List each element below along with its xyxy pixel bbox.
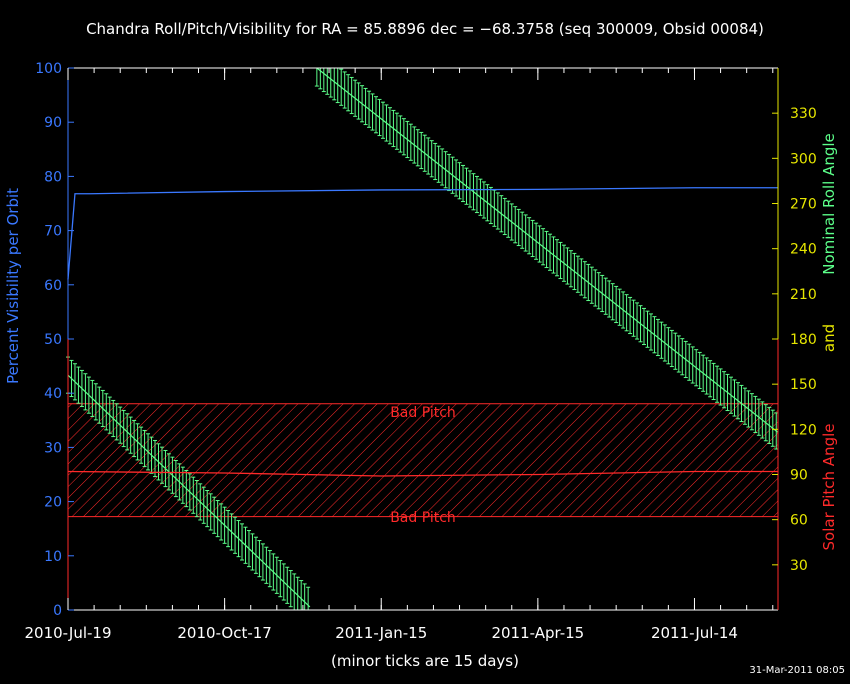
right-tick-label: 60 [790, 513, 808, 529]
series-lines [67, 187, 778, 477]
right-axis-label-and: and [820, 324, 838, 352]
left-tick-label: 100 [35, 61, 62, 77]
right-tick-label: 90 [790, 468, 808, 484]
bad-pitch-label-top: Bad Pitch [390, 405, 456, 421]
right-tick-label: 30 [790, 558, 808, 574]
right-tick-label: 150 [790, 377, 817, 393]
left-tick-label: 30 [44, 440, 62, 456]
x-tick-label: 2010-Jul-19 [24, 624, 111, 642]
timestamp: 31-Mar-2011 08:05 [749, 665, 845, 676]
left-tick-label: 40 [44, 386, 62, 402]
minor-ticks-note: (minor ticks are 15 days) [331, 652, 519, 670]
bad-pitch-label-bottom: Bad Pitch [390, 510, 456, 526]
right-tick-label: 240 [790, 242, 817, 258]
left-tick-label: 90 [44, 115, 62, 131]
right-tick-label: 300 [790, 151, 817, 167]
visibility-line [67, 187, 778, 280]
right-tick-label: 330 [790, 106, 817, 122]
right-tick-label: 210 [790, 287, 817, 303]
left-tick-label: 80 [44, 169, 62, 185]
roll-series [66, 67, 779, 611]
left-tick-label: 10 [44, 549, 62, 565]
left-tick-label: 20 [44, 495, 62, 511]
x-tick-label: 2011-Apr-15 [491, 624, 584, 642]
right-tick-label: 180 [790, 332, 817, 348]
ticks: 0 10 20 30 40 50 60 70 80 90 100 30 60 90 120 150 180 210… [24, 61, 816, 642]
left-axis-label: Percent Visibility per Orbit [4, 188, 22, 384]
left-tick-label: 70 [44, 224, 62, 240]
left-tick-label: 0 [53, 603, 62, 619]
chart-title: Chandra Roll/Pitch/Visibility for RA = 8… [86, 20, 764, 38]
right-axis-label-roll: Nominal Roll Angle [820, 133, 838, 275]
right-tick-label: 270 [790, 197, 817, 213]
right-tick-label: 120 [790, 422, 817, 438]
roll-center-line [67, 374, 311, 608]
x-tick-label: 2011-Jul-14 [651, 624, 738, 642]
x-tick-label: 2010-Oct-17 [177, 624, 271, 642]
left-tick-label: 50 [44, 332, 62, 348]
right-axis-label-pitch: Solar Pitch Angle [820, 424, 838, 551]
x-tick-label: 2011-Jan-15 [335, 624, 427, 642]
roll-center-line [316, 67, 779, 433]
left-tick-label: 60 [44, 278, 62, 294]
pitch-line [67, 470, 778, 477]
